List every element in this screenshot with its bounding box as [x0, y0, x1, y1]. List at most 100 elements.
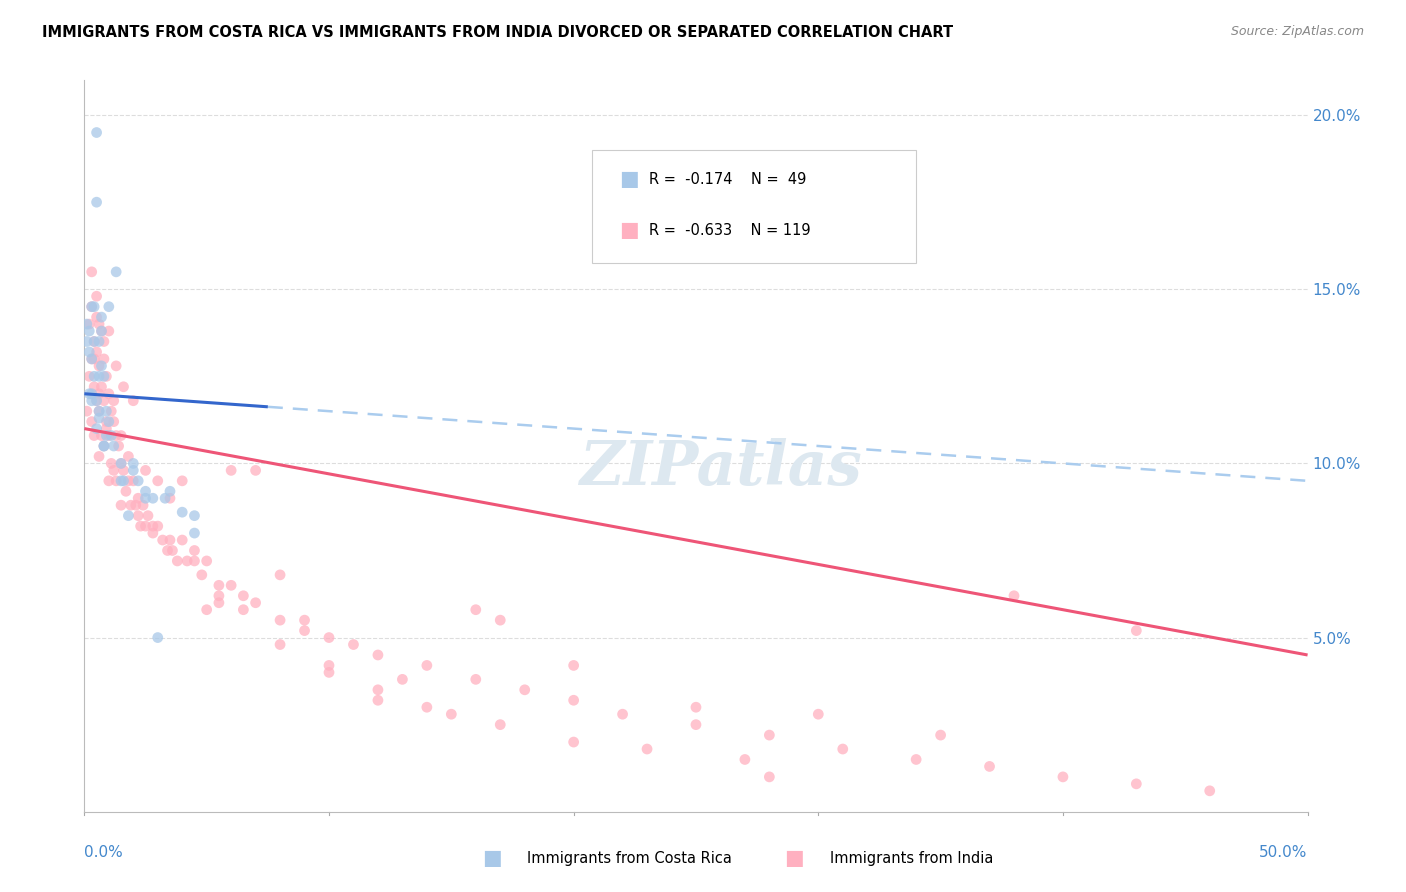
Point [367, 693, 389, 707]
Point [93, 439, 115, 453]
Point [90, 324, 112, 338]
Point [612, 707, 634, 722]
Text: Immigrants from Costa Rica: Immigrants from Costa Rica [527, 851, 733, 865]
Point [86, 289, 108, 303]
Point [979, 759, 1001, 773]
Point [96, 428, 118, 442]
Point [80, 300, 103, 314]
Point [115, 484, 138, 499]
Point [105, 265, 128, 279]
Point [86, 393, 108, 408]
Point [110, 428, 132, 442]
Point [183, 554, 205, 568]
Point [117, 450, 139, 464]
Point [562, 658, 585, 673]
Point [100, 428, 122, 442]
Point [122, 474, 145, 488]
Point [120, 498, 142, 512]
Point [172, 474, 194, 488]
Point [80, 415, 103, 429]
Point [87, 334, 110, 349]
Point [367, 682, 389, 697]
Point [97, 415, 120, 429]
Point [105, 428, 128, 442]
Point [129, 519, 152, 533]
Point [464, 673, 486, 687]
Point [191, 567, 214, 582]
Point [90, 380, 112, 394]
Point [93, 351, 115, 366]
Point [219, 463, 242, 477]
Point [1125, 624, 1147, 638]
Point [87, 411, 110, 425]
Point [110, 457, 132, 471]
Point [100, 404, 122, 418]
Point [86, 310, 108, 325]
Point [440, 707, 463, 722]
Point [127, 491, 149, 506]
Point [87, 386, 110, 401]
Point [172, 533, 194, 547]
Point [156, 543, 179, 558]
Point [1052, 770, 1074, 784]
Text: IMMIGRANTS FROM COSTA RICA VS IMMIGRANTS FROM INDIA DIVORCED OR SEPARATED CORREL: IMMIGRANTS FROM COSTA RICA VS IMMIGRANTS… [42, 25, 953, 40]
Point [77, 324, 100, 338]
Point [122, 463, 145, 477]
Point [132, 498, 155, 512]
Point [232, 603, 254, 617]
Point [112, 474, 135, 488]
Point [294, 613, 316, 627]
Point [159, 533, 181, 547]
Point [77, 317, 100, 331]
Point [110, 457, 132, 471]
Point [90, 428, 112, 442]
Point [176, 554, 198, 568]
Point [112, 380, 135, 394]
Point [489, 717, 512, 731]
Point [162, 543, 184, 558]
Point [166, 554, 188, 568]
Point [318, 658, 340, 673]
Point [513, 682, 536, 697]
Point [127, 474, 149, 488]
Point [80, 386, 103, 401]
Point [208, 578, 231, 592]
Point [105, 359, 128, 373]
Point [831, 742, 853, 756]
Point [83, 334, 105, 349]
Point [152, 533, 174, 547]
Point [103, 439, 125, 453]
Point [96, 421, 118, 435]
Point [142, 526, 165, 541]
Point [90, 359, 112, 373]
Point [103, 463, 125, 477]
Point [245, 463, 267, 477]
Point [96, 404, 118, 418]
Point [80, 393, 103, 408]
Point [318, 631, 340, 645]
Point [195, 603, 218, 617]
Point [87, 317, 110, 331]
Point [87, 450, 110, 464]
Point [146, 631, 169, 645]
Point [562, 735, 585, 749]
Point [464, 603, 486, 617]
Point [86, 345, 108, 359]
Point [83, 351, 105, 366]
Point [122, 393, 145, 408]
Point [93, 439, 115, 453]
Point [269, 613, 291, 627]
Point [117, 474, 139, 488]
Point [1002, 589, 1025, 603]
Point [183, 508, 205, 523]
Text: 50.0%: 50.0% [1260, 845, 1308, 860]
Text: ZIPatlas: ZIPatlas [579, 438, 862, 498]
Point [136, 508, 159, 523]
Point [208, 596, 231, 610]
Point [93, 369, 115, 384]
Point [80, 300, 103, 314]
Point [219, 578, 242, 592]
Point [86, 195, 108, 210]
Point [159, 491, 181, 506]
Point [929, 728, 952, 742]
